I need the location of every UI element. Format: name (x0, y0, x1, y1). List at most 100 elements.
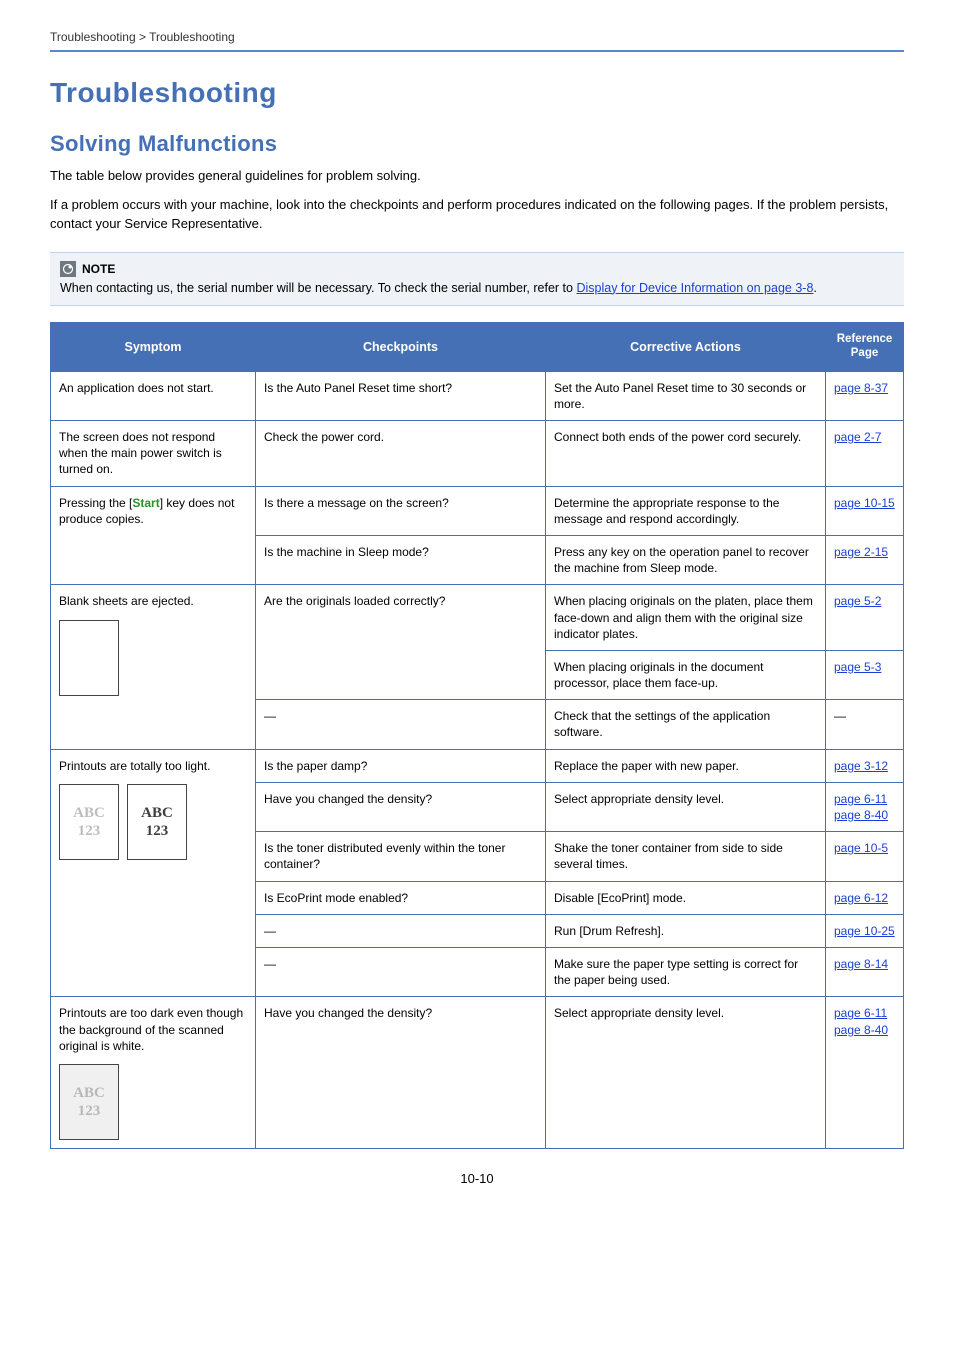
ref-link[interactable]: page 6-12 (834, 891, 888, 905)
illus-abc: ABC (73, 804, 105, 822)
ref-link[interactable]: page 10-5 (834, 841, 888, 855)
cell-ref: page 6-11 page 8-40 (826, 782, 904, 831)
symptom-text: Printouts are too dark even though the b… (59, 1006, 243, 1052)
note-icon (60, 261, 76, 277)
illus-123: 123 (146, 822, 169, 840)
breadcrumb: Troubleshooting > Troubleshooting (50, 30, 904, 50)
illus-heavy-box: ABC 123 (127, 784, 187, 860)
cell-symptom: The screen does not respond when the mai… (51, 421, 256, 487)
ref-link[interactable]: page 2-7 (834, 430, 881, 444)
cell-action: Determine the appropriate response to th… (546, 486, 826, 535)
table-row: Blank sheets are ejected. Are the origin… (51, 585, 904, 651)
cell-symptom: An application does not start. (51, 371, 256, 420)
cell-symptom: Pressing the [Start] key does not produc… (51, 486, 256, 585)
cell-symptom: Blank sheets are ejected. (51, 585, 256, 749)
table-header-row: Symptom Checkpoints Corrective Actions R… (51, 323, 904, 372)
table-row: Printouts are totally too light. ABC 123… (51, 749, 904, 782)
cell-check: Is the toner distributed evenly within t… (256, 832, 546, 881)
ref-link[interactable]: page 10-15 (834, 496, 895, 510)
cell-action: Replace the paper with new paper. (546, 749, 826, 782)
cell-check: Check the power cord. (256, 421, 546, 487)
ref-link[interactable]: page 2-15 (834, 545, 888, 559)
cell-action: Select appropriate density level. (546, 782, 826, 831)
illus-dark-box: ABC 123 (59, 1064, 119, 1140)
cell-action: When placing originals in the document p… (546, 650, 826, 699)
cell-ref: page 10-5 (826, 832, 904, 881)
ref-link[interactable]: page 10-25 (834, 924, 895, 938)
illustration-light: ABC 123 ABC 123 (59, 784, 247, 860)
illus-abc: ABC (73, 1084, 105, 1102)
cell-action: Set the Auto Panel Reset time to 30 seco… (546, 371, 826, 420)
illustration-dark: ABC 123 (59, 1064, 247, 1140)
page-title: Troubleshooting (50, 77, 904, 109)
illus-123: 123 (78, 1102, 101, 1120)
cell-ref: page 3-12 (826, 749, 904, 782)
cell-check: ― (256, 700, 546, 749)
illus-light-box: ABC 123 (59, 784, 119, 860)
cell-action: Disable [EcoPrint] mode. (546, 881, 826, 914)
th-reference: Reference Page (826, 323, 904, 372)
ref-link[interactable]: page 8-40 (834, 808, 888, 822)
cell-action: Shake the toner container from side to s… (546, 832, 826, 881)
cell-check: Have you changed the density? (256, 997, 546, 1149)
intro-paragraph-2: If a problem occurs with your machine, l… (50, 196, 904, 234)
table-row: An application does not start. Is the Au… (51, 371, 904, 420)
symptom-text: Printouts are totally too light. (59, 759, 210, 773)
symptom-text-before: Pressing the [ (59, 496, 132, 510)
cell-ref: page 6-11 page 8-40 (826, 997, 904, 1149)
cell-action: Select appropriate density level. (546, 997, 826, 1149)
page-number: 10-10 (50, 1171, 904, 1186)
cell-check: Have you changed the density? (256, 782, 546, 831)
cell-ref: page 2-7 (826, 421, 904, 487)
ref-link[interactable]: page 8-14 (834, 957, 888, 971)
cell-ref: page 5-3 (826, 650, 904, 699)
note-text: When contacting us, the serial number wi… (60, 280, 894, 298)
cell-check: Is the Auto Panel Reset time short? (256, 371, 546, 420)
cell-ref: page 10-15 (826, 486, 904, 535)
note-text-before: When contacting us, the serial number wi… (60, 281, 576, 295)
cell-ref: page 6-12 (826, 881, 904, 914)
cell-symptom: Printouts are too dark even though the b… (51, 997, 256, 1149)
start-key: Start (132, 496, 159, 510)
section-title: Solving Malfunctions (50, 131, 904, 157)
cell-action: Make sure the paper type setting is corr… (546, 947, 826, 996)
cell-symptom: Printouts are totally too light. ABC 123… (51, 749, 256, 997)
cell-action: Press any key on the operation panel to … (546, 535, 826, 584)
cell-check: Is there a message on the screen? (256, 486, 546, 535)
note-link[interactable]: Display for Device Information on page 3… (576, 281, 813, 295)
th-symptom: Symptom (51, 323, 256, 372)
cell-check: ― (256, 947, 546, 996)
ref-link[interactable]: page 8-40 (834, 1023, 888, 1037)
th-checkpoints: Checkpoints (256, 323, 546, 372)
cell-check: Is the paper damp? (256, 749, 546, 782)
cell-action: Run [Drum Refresh]. (546, 914, 826, 947)
note-box: NOTE When contacting us, the serial numb… (50, 252, 904, 307)
cell-check: Is the machine in Sleep mode? (256, 535, 546, 584)
table-row: Printouts are too dark even though the b… (51, 997, 904, 1149)
th-actions: Corrective Actions (546, 323, 826, 372)
note-text-after: . (813, 281, 816, 295)
ref-link[interactable]: page 6-11 (834, 792, 887, 806)
cell-check: Is EcoPrint mode enabled? (256, 881, 546, 914)
illus-123: 123 (78, 822, 101, 840)
ref-link[interactable]: page 5-2 (834, 594, 881, 608)
note-label: NOTE (82, 262, 115, 276)
table-row: Pressing the [Start] key does not produc… (51, 486, 904, 535)
cell-ref: ― (826, 700, 904, 749)
symptom-text: Blank sheets are ejected. (59, 594, 194, 608)
illustration-blank (59, 620, 247, 696)
cell-ref: page 8-37 (826, 371, 904, 420)
cell-check: ― (256, 914, 546, 947)
cell-action: Check that the settings of the applicati… (546, 700, 826, 749)
ref-link[interactable]: page 5-3 (834, 660, 881, 674)
table-row: The screen does not respond when the mai… (51, 421, 904, 487)
ref-link[interactable]: page 3-12 (834, 759, 888, 773)
ref-link[interactable]: page 6-11 (834, 1006, 887, 1020)
illus-blank-box (59, 620, 119, 696)
cell-ref: page 5-2 (826, 585, 904, 651)
cell-check: Are the originals loaded correctly? (256, 585, 546, 700)
troubleshooting-table: Symptom Checkpoints Corrective Actions R… (50, 322, 904, 1149)
ref-link[interactable]: page 8-37 (834, 381, 888, 395)
cell-ref: page 8-14 (826, 947, 904, 996)
illus-abc: ABC (141, 804, 173, 822)
